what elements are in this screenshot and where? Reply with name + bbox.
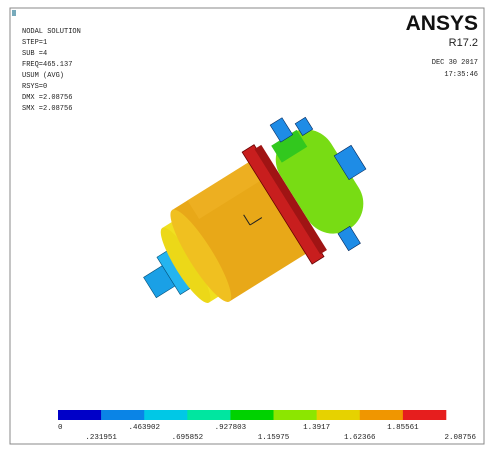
legend-swatch xyxy=(403,410,446,420)
version: R17.2 xyxy=(449,37,478,49)
info-line: STEP=1 xyxy=(22,39,47,47)
info-line: SUB =4 xyxy=(22,50,47,58)
legend-label: 1.62366 xyxy=(344,434,376,442)
legend-swatch xyxy=(187,410,230,420)
legend-label: .927803 xyxy=(215,424,247,432)
legend-swatch xyxy=(230,410,273,420)
info-line: FREQ=465.137 xyxy=(22,61,72,69)
legend-label: .231951 xyxy=(85,434,117,442)
date: DEC 30 2017 xyxy=(432,59,478,67)
logo: ANSYS xyxy=(406,12,478,35)
info-line: DMX =2.08756 xyxy=(22,94,72,102)
legend-label: 2.08756 xyxy=(444,434,476,442)
info-line: RSYS=0 xyxy=(22,83,47,91)
time: 17:35:46 xyxy=(444,71,478,79)
legend-label: .463902 xyxy=(128,424,160,432)
legend-swatch xyxy=(144,410,187,420)
legend-label: 0 xyxy=(58,424,63,432)
corner-marker xyxy=(12,10,16,16)
info-line: NODAL SOLUTION xyxy=(22,28,81,36)
legend-label: .695852 xyxy=(172,434,204,442)
legend-swatch xyxy=(58,410,101,420)
legend-label: 1.15975 xyxy=(258,434,290,442)
info-line: USUM (AVG) xyxy=(22,72,64,80)
screenshot: NODAL SOLUTION STEP=1 SUB =4 FREQ=465.137 US… xyxy=(0,0,492,451)
legend-swatch xyxy=(360,410,403,420)
legend-swatch xyxy=(274,410,317,420)
legend-label: 1.3917 xyxy=(303,424,330,432)
info-line: SMX =2.08756 xyxy=(22,105,72,113)
legend-label: 1.85561 xyxy=(387,424,419,432)
legend-swatch xyxy=(317,410,360,420)
legend-swatch xyxy=(101,410,144,420)
